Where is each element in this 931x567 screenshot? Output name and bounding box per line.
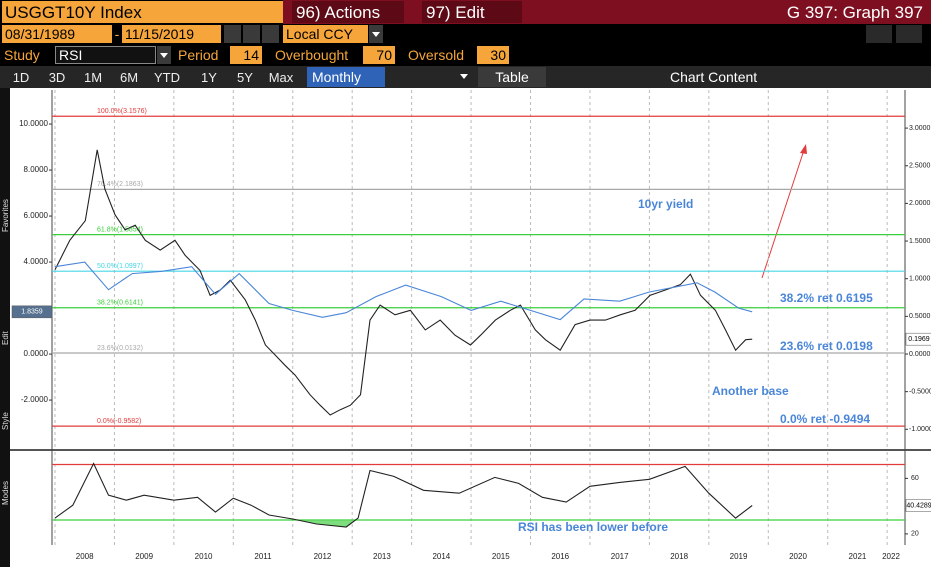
chart-content-button[interactable]: Chart Content	[670, 69, 758, 85]
study-label: Study	[4, 47, 40, 63]
range-button[interactable]: 6M	[119, 69, 139, 85]
range-button[interactable]: 1D	[12, 69, 30, 85]
graph-title: G 397: Graph 397	[786, 2, 923, 22]
calendar-button[interactable]	[262, 25, 279, 43]
annotation: 38.2% ret 0.6195	[780, 291, 873, 305]
y2-tick-label: 2.0000	[909, 200, 931, 207]
y2-tick-label: 3.0000	[909, 125, 931, 132]
x-tick-label: 2020	[789, 552, 807, 561]
redo-button[interactable]	[896, 25, 922, 43]
y-tick-label: 10.0000	[19, 119, 48, 128]
annotation: 23.6% ret 0.0198	[780, 339, 873, 353]
range-button[interactable]: Max	[268, 69, 294, 85]
x-tick-label: 2008	[76, 552, 94, 561]
y2-tick-label: 60	[911, 475, 919, 482]
annotation: RSI has been lower before	[518, 520, 668, 534]
dropdown-arrow	[460, 74, 468, 79]
last-value-label: 40.4289	[906, 502, 931, 509]
currency-field[interactable]: Local CCY	[283, 25, 368, 43]
end-date[interactable]: 11/15/2019	[122, 25, 221, 43]
table-button[interactable]: Table	[478, 67, 546, 87]
last-value-label: 1.8359	[21, 309, 43, 316]
annotation-arrow	[761, 149, 805, 279]
y2-tick-label: -0.5000	[909, 388, 931, 395]
y2-tick-label: 20	[911, 531, 919, 538]
range-button[interactable]: 5Y	[237, 69, 253, 85]
oversold-label: Oversold	[408, 47, 465, 63]
fib-label: 38.2%(0.6141)	[97, 300, 143, 307]
series-label: 10yr yield	[638, 197, 693, 211]
y-tick-label: 6.0000	[24, 211, 49, 220]
x-tick-label: 2015	[492, 552, 510, 561]
fib-label: 50.0%(1.0997)	[97, 263, 143, 270]
series-line	[54, 149, 753, 416]
last-value-box	[905, 332, 931, 346]
fib-label: 23.6%(0.0132)	[97, 345, 143, 352]
last-value-label: 0.1969	[908, 336, 930, 343]
range-button[interactable]: 3D	[48, 69, 66, 85]
x-tick-label: 2012	[314, 552, 332, 561]
annotation: Another base	[712, 384, 789, 398]
x-tick-label: 2019	[730, 552, 748, 561]
dropdown-arrow	[160, 53, 168, 58]
arrow-head	[800, 144, 807, 154]
prev-button[interactable]	[224, 25, 241, 43]
x-tick-label: 2018	[670, 552, 688, 561]
series-line	[54, 261, 753, 321]
y-tick-label: 0.0000	[24, 349, 49, 358]
x-tick-label: 2016	[551, 552, 569, 561]
y2-tick-label: 0.0000	[909, 351, 931, 358]
annotation: 0.0% ret -0.9494	[780, 412, 870, 426]
date-separator: -	[114, 26, 120, 42]
last-value-box	[11, 305, 53, 319]
oversold-field[interactable]: 30	[477, 46, 509, 64]
x-tick-label: 2014	[432, 552, 450, 561]
side-toolbar	[0, 88, 10, 567]
ticker-field[interactable]: USGGT10Y Index	[2, 1, 283, 23]
y-tick-label: 8.0000	[24, 165, 49, 174]
period-label: Period	[178, 47, 219, 63]
dropdown-arrow	[372, 32, 380, 37]
last-value-box	[905, 499, 931, 512]
y2-tick-label: 2.5000	[909, 163, 931, 170]
y2-tick-label: -1.0000	[909, 426, 931, 433]
panel-divider	[10, 449, 931, 451]
fib-label: 0.0%(-0.9582)	[97, 418, 141, 425]
fib-label: 61.8%(1.5854)	[97, 226, 143, 233]
y2-tick-label: 1.5000	[909, 238, 931, 245]
x-tick-label: 2017	[611, 552, 629, 561]
y2-tick-label: 1.0000	[909, 276, 931, 283]
period-field[interactable]: 14	[230, 46, 262, 64]
range-button[interactable]: 1M	[83, 69, 103, 85]
overbought-field[interactable]: 70	[363, 46, 395, 64]
x-tick-label: 2011	[254, 552, 272, 561]
series-line	[54, 462, 753, 528]
x-tick-label: 2013	[373, 552, 391, 561]
start-date[interactable]: 08/31/1989	[2, 25, 112, 43]
x-tick-label: 2021	[849, 552, 867, 561]
y-tick-label: -2.0000	[21, 395, 49, 404]
undo-button[interactable]	[866, 25, 892, 43]
y2-tick-label: 0.5000	[909, 313, 931, 320]
x-tick-label: 2022	[882, 552, 900, 561]
y-tick-label: 4.0000	[24, 257, 49, 266]
range-button[interactable]: 1Y	[201, 69, 217, 85]
actions-menu[interactable]: 96) Actions	[292, 1, 404, 23]
range-button[interactable]: YTD	[154, 69, 180, 85]
x-tick-label: 2010	[195, 552, 213, 561]
edit-menu[interactable]: 97) Edit	[422, 1, 522, 23]
next-button[interactable]	[243, 25, 260, 43]
study-field[interactable]: RSI	[55, 46, 156, 64]
fib-label: 76.4%(2.1863)	[97, 181, 143, 188]
chart-background	[10, 88, 931, 567]
x-tick-label: 2009	[135, 552, 153, 561]
frequency-dropdown[interactable]: Monthly	[307, 67, 385, 87]
overbought-label: Overbought	[275, 47, 349, 63]
fib-label: 100.0%(3.1576)	[97, 108, 147, 115]
